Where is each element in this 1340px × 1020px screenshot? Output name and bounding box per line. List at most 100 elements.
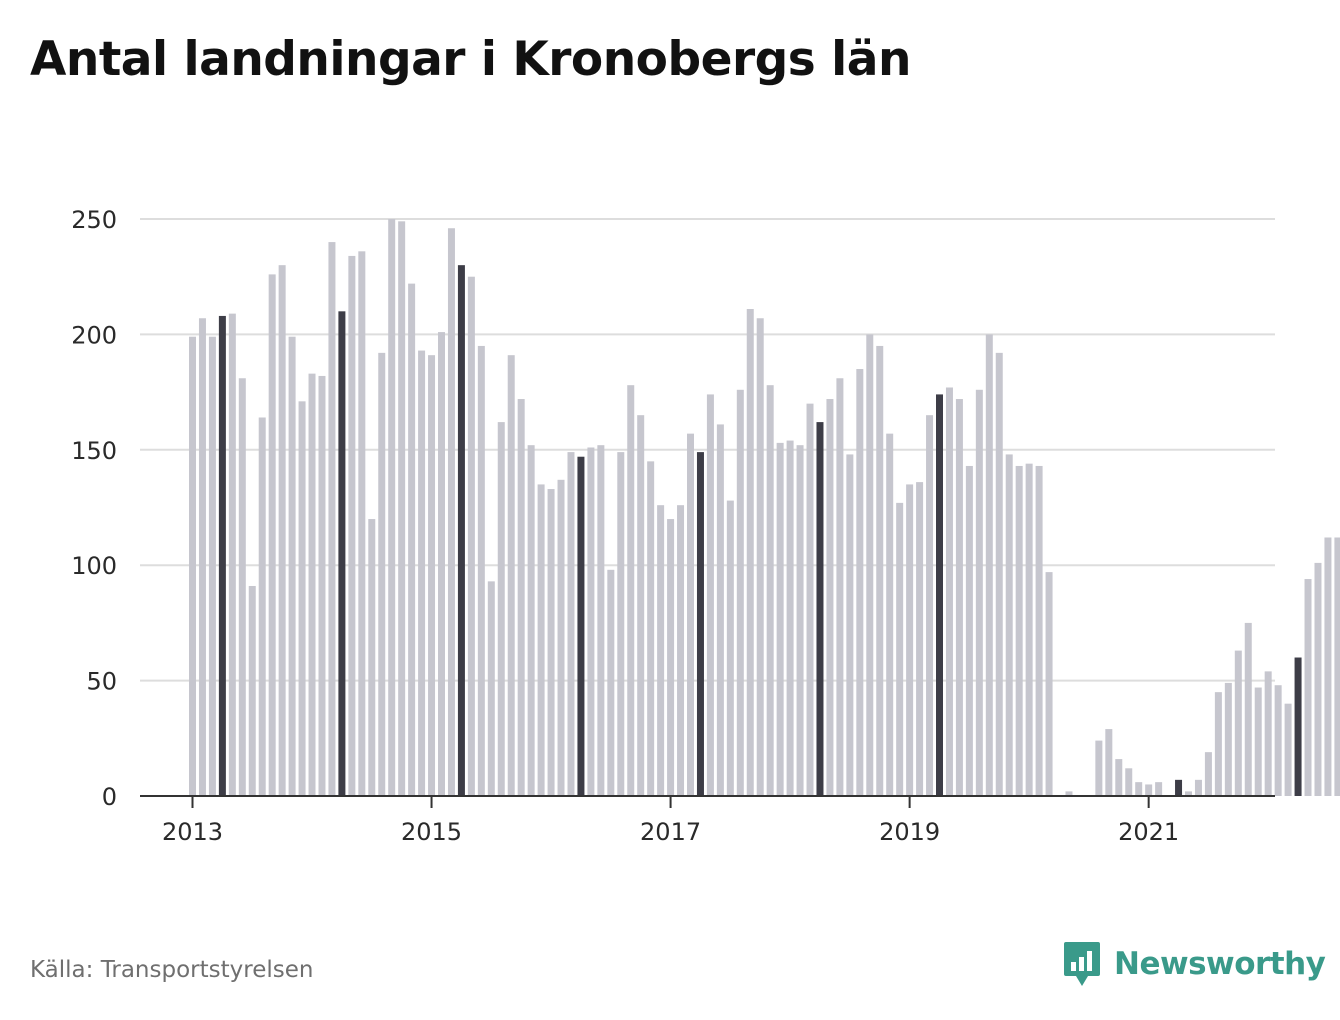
bar [906, 484, 914, 796]
bar [298, 401, 306, 796]
y-tick-label: 150 [71, 437, 117, 465]
bar [1065, 791, 1073, 796]
bar [796, 445, 804, 796]
bar [1314, 562, 1322, 796]
bar [557, 479, 565, 796]
bar [487, 581, 495, 796]
chart-title: Antal landningar i Kronobergs län [30, 32, 911, 87]
bar [507, 355, 515, 796]
bar [358, 251, 366, 796]
bar [587, 447, 595, 796]
bar-chart-speech-icon [1064, 942, 1100, 986]
y-tick-label: 250 [71, 206, 117, 234]
bars [189, 219, 1340, 797]
bar [1204, 752, 1212, 796]
bar [1185, 791, 1192, 796]
bar [995, 352, 1003, 796]
bar [597, 445, 605, 796]
bar [189, 336, 196, 796]
bar [288, 336, 296, 796]
bar [208, 336, 216, 796]
bar [926, 415, 934, 796]
bar [1234, 650, 1242, 796]
bar [457, 265, 465, 796]
bar [477, 345, 485, 796]
bar [338, 311, 346, 796]
bar [1264, 671, 1272, 796]
bar [936, 394, 943, 796]
bar [547, 489, 555, 796]
bar [567, 452, 575, 796]
bar [408, 283, 416, 796]
brand-name: Newsworthy [1114, 946, 1326, 982]
bar [607, 569, 615, 796]
bar [876, 345, 884, 796]
bar [1254, 687, 1262, 796]
x-axis [140, 795, 1275, 808]
bar [268, 274, 276, 796]
y-tick-label: 0 [102, 783, 117, 811]
bar [866, 334, 874, 796]
bar [1304, 579, 1312, 796]
bar [438, 332, 445, 796]
bar [428, 355, 436, 796]
bar [776, 442, 784, 796]
bar [1244, 622, 1252, 796]
bar [447, 228, 455, 797]
bar [328, 242, 336, 796]
bar [318, 375, 326, 796]
bar [896, 502, 904, 796]
bar [228, 313, 236, 796]
bar [647, 461, 655, 796]
y-tick-label: 100 [71, 552, 117, 580]
bar [696, 452, 704, 796]
bar [1045, 572, 1053, 796]
bar [945, 387, 953, 796]
source-note: Källa: Transportstyrelsen [30, 957, 314, 983]
x-tick-label: 2019 [879, 818, 940, 846]
bar [766, 385, 774, 796]
bar [816, 422, 824, 796]
bar [577, 456, 585, 796]
brand-logo: Newsworthy [1062, 940, 1326, 988]
bar [517, 399, 525, 796]
y-tick-label: 50 [86, 668, 117, 696]
bar [1105, 729, 1113, 796]
bar [1324, 537, 1332, 796]
bar [826, 399, 834, 796]
bar [1224, 682, 1232, 796]
bar [1135, 782, 1143, 796]
bar [687, 433, 694, 796]
bar [637, 415, 645, 796]
x-axis-tick-labels: 201320152017201920212023 [162, 818, 1179, 846]
bar [467, 276, 475, 796]
bar [916, 482, 924, 796]
bar [497, 422, 505, 796]
bar [886, 433, 894, 796]
bar [1025, 463, 1033, 796]
bar [627, 385, 635, 796]
bar [1155, 782, 1163, 796]
bar [1005, 454, 1013, 796]
bar [1294, 657, 1302, 796]
y-axis-tick-labels: 0 50 100 150 200 250 [71, 206, 117, 811]
bar [756, 318, 764, 796]
bar [238, 378, 246, 796]
bar [348, 255, 356, 796]
bar [1284, 703, 1292, 796]
bar [1125, 768, 1133, 796]
bar [806, 403, 814, 796]
bar [198, 318, 206, 796]
bar [657, 505, 665, 796]
bar [677, 505, 685, 796]
bar [667, 519, 675, 796]
bar [985, 334, 993, 796]
bar [726, 500, 734, 796]
bar [965, 465, 973, 796]
bar [398, 221, 406, 796]
bar [1015, 465, 1023, 796]
bar [1095, 740, 1103, 796]
bar [527, 445, 535, 796]
bar [258, 417, 266, 796]
